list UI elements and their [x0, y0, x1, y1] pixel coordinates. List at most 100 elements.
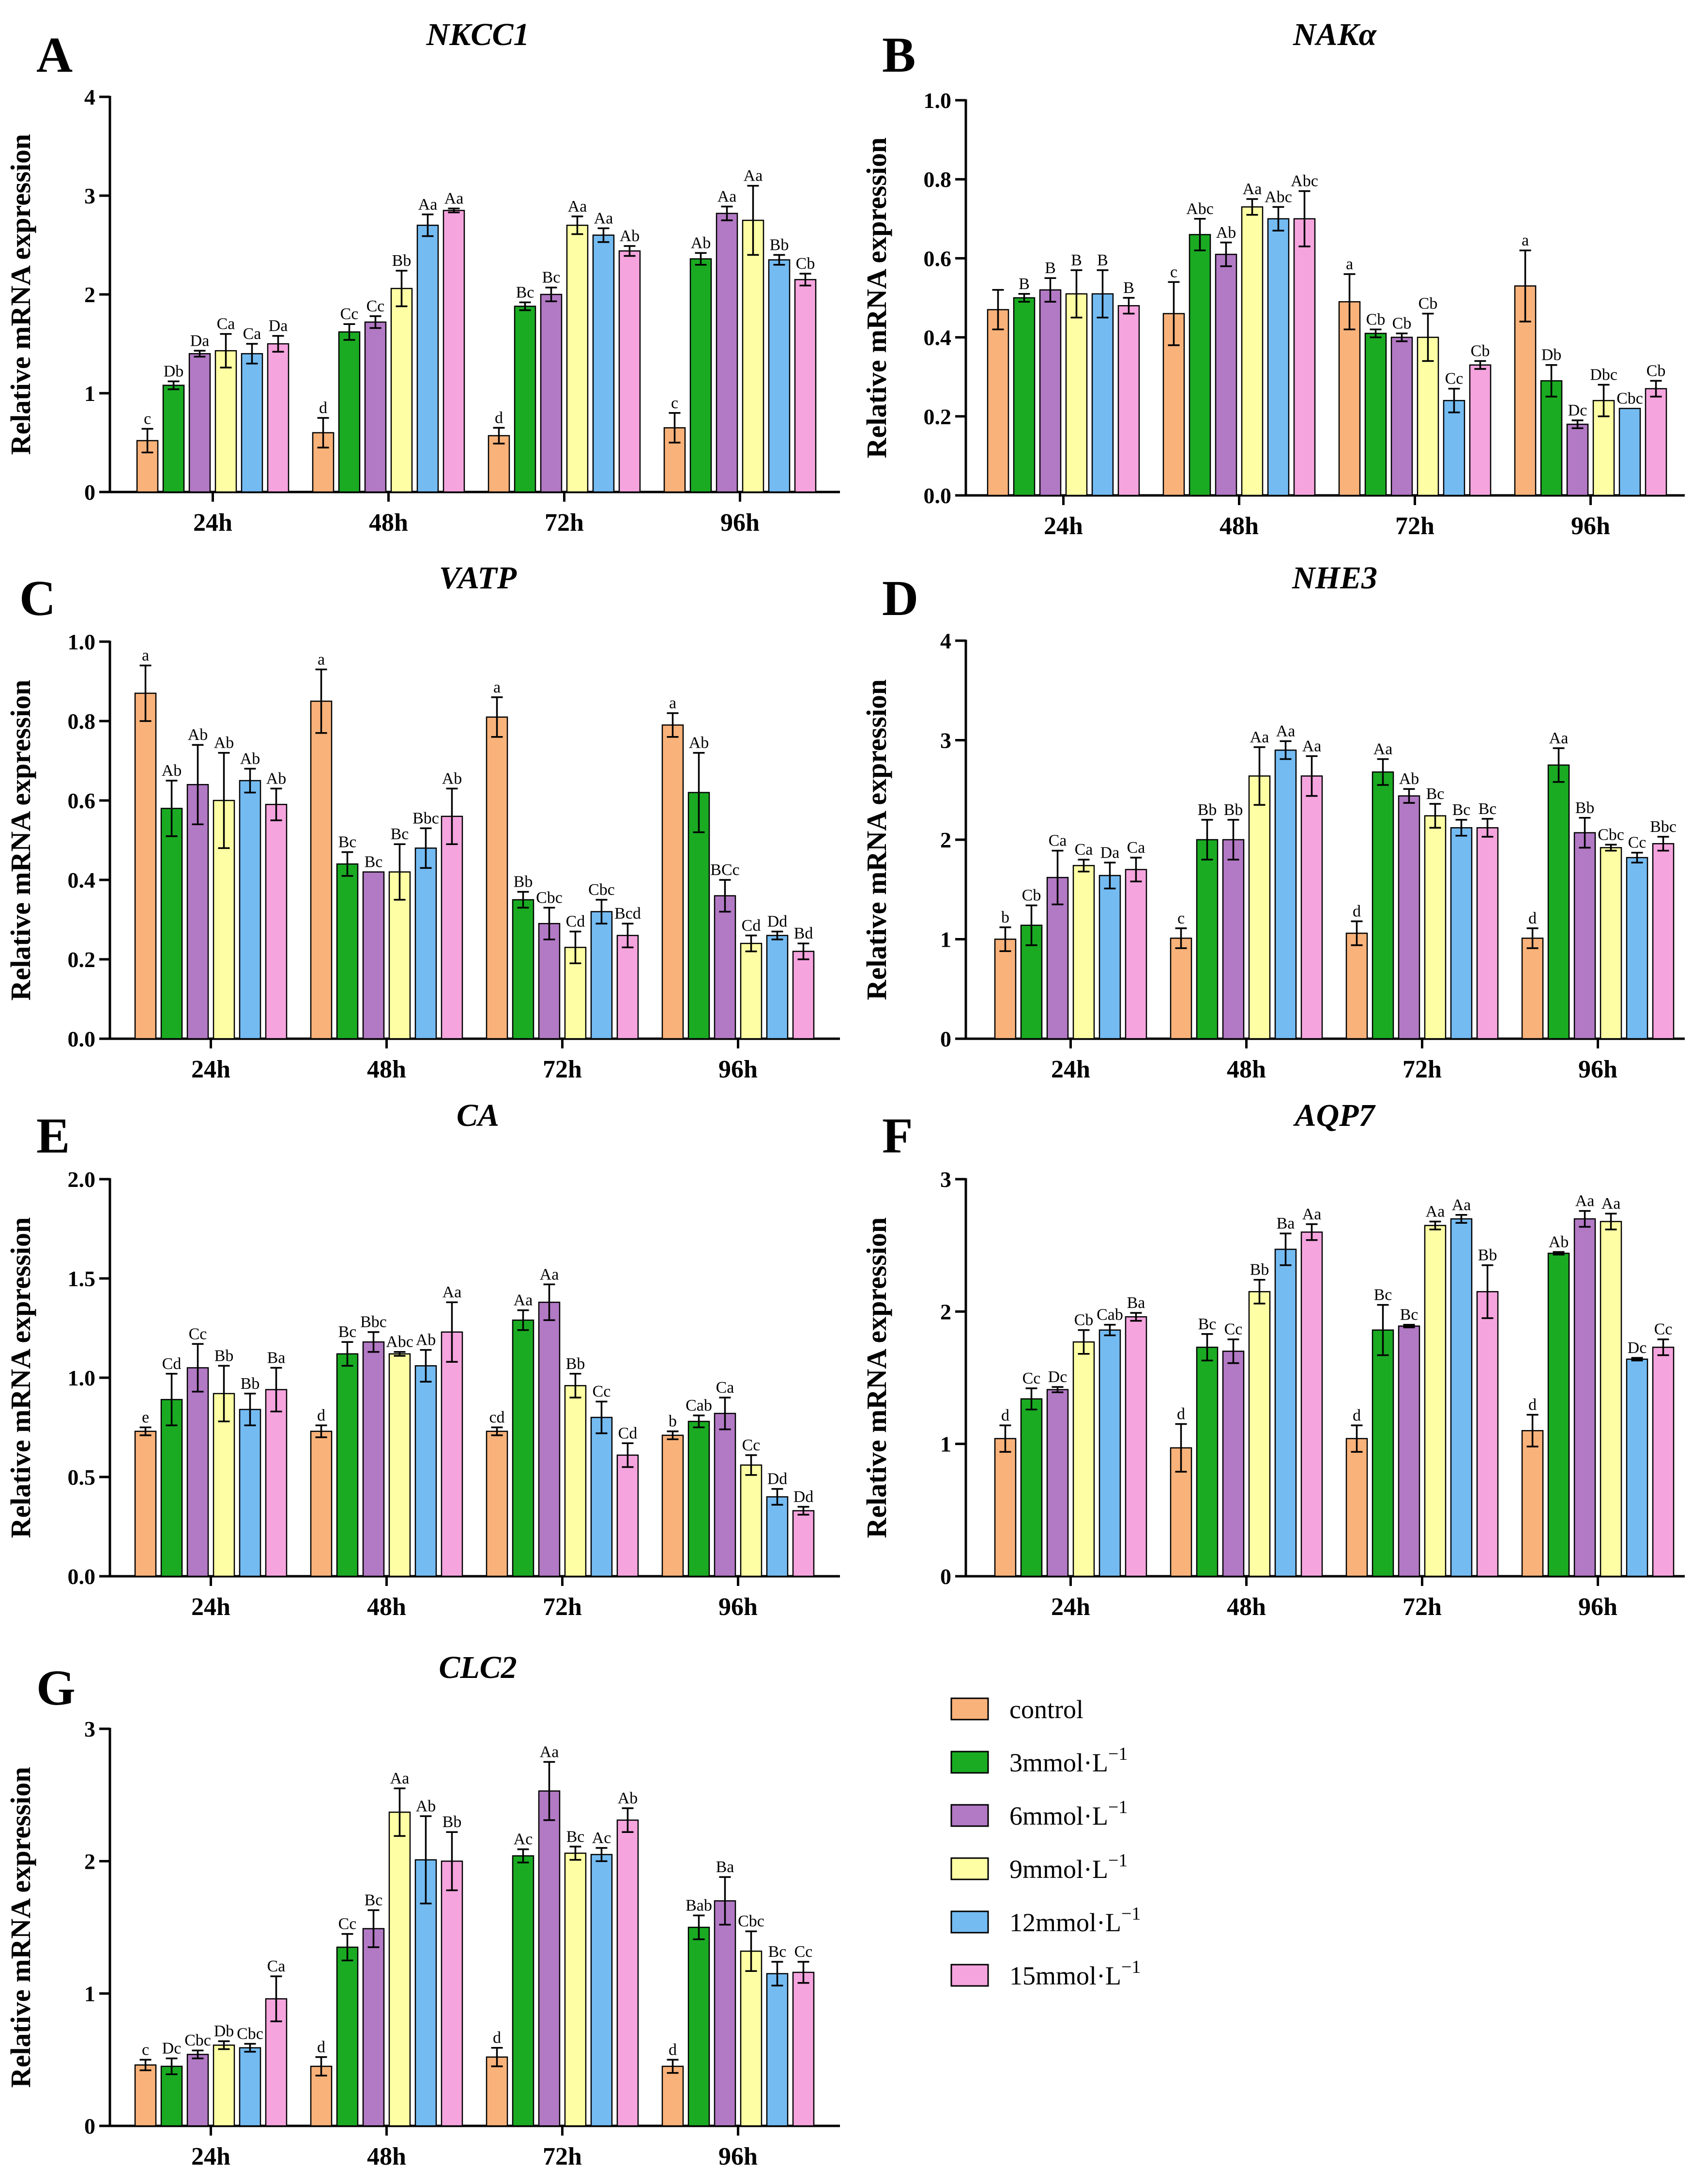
panel-g-significance-label: Cc: [338, 1915, 357, 1933]
panel-e-significance-label: Aa: [514, 1292, 533, 1309]
panel-f-x-tick-label: 24h: [1051, 1593, 1090, 1621]
panel-a-significance-label: Cb: [796, 255, 815, 273]
panel-c-significance-label: Cd: [742, 917, 761, 935]
panel-a-bar: [514, 306, 536, 493]
panel-c-bar: [186, 784, 209, 1040]
panel-e-significance-label: Dd: [793, 1488, 814, 1506]
panel-g-bar: [160, 2065, 183, 2127]
panel-a-significance-label: Da: [269, 317, 288, 335]
panel-e-bar: [362, 1341, 385, 1577]
panel-d-significance-label: Bbc: [1650, 818, 1677, 836]
panel-f-bar: [1626, 1358, 1648, 1577]
panel-e-y-axis-title: Relative mRNA expression: [5, 1217, 36, 1538]
panel-c-bar: [687, 792, 710, 1040]
panel-f-bar: [1424, 1225, 1447, 1577]
panel-b-significance-label: Abc: [1186, 200, 1214, 218]
panel-b-title: NAKα: [1293, 17, 1377, 52]
panel-a-x-tick-label: 72h: [545, 509, 584, 537]
panel-d-significance-label: Bc: [1479, 800, 1497, 818]
panel-g-significance-label: Bc: [365, 1891, 383, 1909]
panel-a-y-tick-label: 3: [84, 184, 95, 208]
panel-d-significance-label: Ca: [1075, 841, 1093, 859]
panel-d-bar: [1072, 865, 1095, 1040]
panel-c-bar: [414, 847, 437, 1040]
legend-label-6mmol: 6mmol·L−1: [1009, 1797, 1128, 1830]
panel-f-significance-label: Dc: [1628, 1339, 1647, 1357]
panel-b-y-tick-label: 0.8: [924, 167, 952, 192]
panel-f-bar: [994, 1438, 1017, 1577]
panel-e-x-tick-label: 24h: [191, 1593, 230, 1621]
panel-b-significance-label: B: [1019, 275, 1030, 293]
panel-a-significance-label: Ab: [691, 234, 711, 252]
panel-g-bar: [661, 2065, 684, 2127]
panel-d-significance-label: Ca: [1127, 839, 1145, 857]
legend-label-control: control: [1009, 1695, 1083, 1724]
panel-b-significance-label: Cb: [1418, 295, 1438, 313]
panel-d-significance-label: Bb: [1575, 799, 1595, 817]
panel-g-y-tick-label: 3: [84, 1717, 95, 1741]
panel-g-significance-label: Ab: [416, 1797, 436, 1815]
panel-b-bar: [1013, 297, 1036, 496]
panel-f-bar: [1398, 1325, 1420, 1577]
panel-a-significance-label: d: [319, 399, 327, 417]
panel-b-bar: [1469, 364, 1492, 496]
panel-e-bar: [160, 1399, 183, 1577]
panel-g-bar: [239, 2047, 261, 2127]
panel-f-y-tick-label: 0: [940, 1564, 951, 1589]
panel-e-bar: [388, 1353, 411, 1577]
panel-f-significance-label: Ba: [1127, 1294, 1145, 1312]
panel-f-letter: F: [882, 1108, 913, 1164]
panel-f-bar: [1372, 1329, 1394, 1577]
panel-g-significance-label: Cbc: [237, 2025, 263, 2043]
panel-f-significance-label: Cc: [1224, 1321, 1243, 1338]
panel-e-bar: [441, 1331, 463, 1577]
panel-b-bar: [1364, 333, 1387, 496]
panel-f-bar: [1652, 1346, 1675, 1577]
panel-b-bar: [1338, 301, 1361, 496]
legend-label-15mmol: 15mmol·L−1: [1009, 1957, 1141, 1990]
panel-f-significance-label: d: [1528, 1396, 1537, 1414]
panel-f-y-tick-label: 1: [940, 1432, 951, 1457]
panel-c-bar: [239, 780, 261, 1040]
panel-c-bar: [766, 935, 789, 1040]
panel-g-y-axis-title: Relative mRNA expression: [5, 1767, 36, 2088]
panel-f-bar: [1573, 1218, 1596, 1577]
panel-f-bar: [1450, 1218, 1473, 1577]
panel-c-bar: [486, 716, 508, 1040]
panel-f-bar: [1274, 1248, 1297, 1577]
panel-d-y-tick-label: 1: [940, 927, 951, 952]
panel-f-title: AQP7: [1293, 1098, 1376, 1133]
panel-e-significance-label: Bb: [214, 1347, 234, 1365]
panel-b-significance-label: B: [1071, 251, 1082, 269]
panel-b-bar: [1091, 293, 1114, 496]
panel-d-bar: [1372, 771, 1394, 1040]
panel-a-bar: [188, 353, 211, 493]
panel-f-significance-label: d: [1001, 1406, 1009, 1424]
panel-b-bar: [1215, 253, 1237, 496]
panel-g-significance-label: Bab: [686, 1896, 712, 1914]
panel-a-significance-label: d: [495, 409, 503, 427]
panel-b-significance-label: a: [1346, 255, 1353, 273]
panel-b-significance-label: Cb: [1471, 342, 1490, 360]
panel-e-significance-label: Bc: [338, 1323, 357, 1341]
panel-g-significance-label: Bc: [566, 1828, 585, 1846]
panel-f-significance-label: Aa: [1601, 1195, 1621, 1213]
panel-g-significance-label: Ab: [618, 1789, 638, 1807]
panel-g-bar: [766, 1973, 789, 2127]
panel-e-significance-label: Aa: [442, 1283, 462, 1301]
panel-g-significance-label: Ca: [267, 1957, 286, 1975]
panel-g-significance-label: Cbc: [738, 1912, 764, 1930]
panel-a-y-tick-label: 0: [84, 480, 95, 505]
panel-b-significance-label: B: [1097, 251, 1108, 269]
panel-d-significance-label: d: [1528, 909, 1537, 927]
legend-item-9mmol: 9mmol·L−1: [950, 1850, 1128, 1884]
panel-b-significance-label: Dbc: [1590, 366, 1617, 384]
panel-d-significance-label: Aa: [1373, 740, 1393, 758]
panel-e-bar: [213, 1393, 235, 1577]
panel-c-bar: [134, 692, 157, 1040]
panel-b-significance-label: Cb: [1647, 362, 1666, 380]
panel-e-significance-label: Cc: [593, 1383, 611, 1400]
panel-e-significance-label: Bbc: [360, 1313, 387, 1331]
panel-b-bar: [1189, 234, 1211, 496]
panel-d-significance-label: c: [1177, 909, 1185, 927]
